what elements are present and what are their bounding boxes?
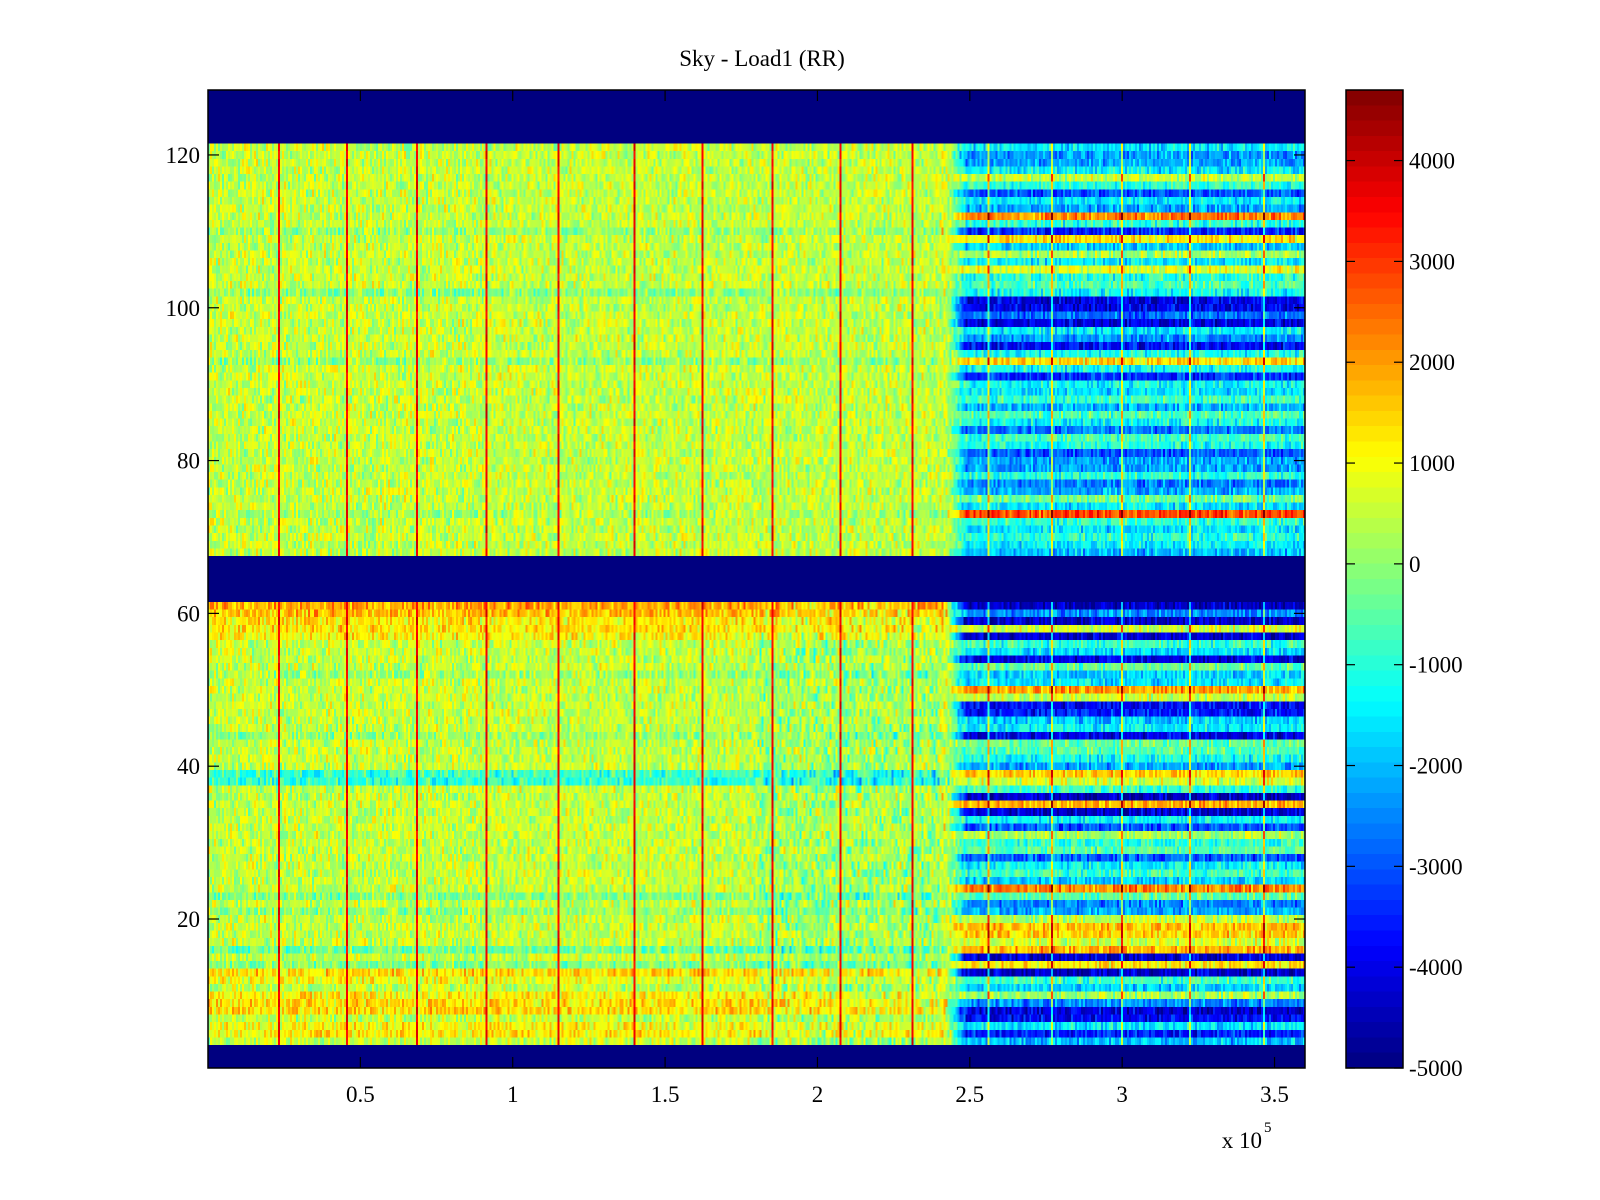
plot-frame: [207, 89, 1306, 1069]
x-tick-label: 1: [507, 1082, 519, 1107]
y-tick-label: 40: [177, 754, 200, 779]
x-tick-label: 3: [1116, 1082, 1128, 1107]
colorbar-tick-label: 0: [1409, 552, 1421, 577]
colorbar-tick-label: 3000: [1409, 249, 1455, 274]
chart-title: Sky - Load1 (RR): [679, 46, 844, 71]
x-multiplier-exponent: 5: [1264, 1120, 1272, 1136]
colorbar-tick-label: -3000: [1409, 854, 1463, 879]
colorbar-image: [1346, 90, 1403, 1068]
x-axis: 0.5 1 1.5 2 2.5 3 3.5: [346, 90, 1289, 1107]
colorbar-tick-label: 2000: [1409, 350, 1455, 375]
colorbar-tick-label: -2000: [1409, 754, 1463, 779]
y-tick-label: 80: [177, 449, 200, 474]
heatmap-image: [208, 90, 1305, 1068]
colorbar-tick-label: 4000: [1409, 149, 1455, 174]
x-tick-label: 3.5: [1260, 1082, 1289, 1107]
colorbar-axis: 4000 3000 2000 1000 0 -1000 -2000 -3000 -4000 -50…: [1346, 149, 1463, 1081]
x-tick-label: 2.5: [955, 1082, 984, 1107]
y-tick-label: 20: [177, 907, 200, 932]
x-tick-label: 0.5: [346, 1082, 375, 1107]
y-axis: 20 40 60 80 100 120: [166, 143, 1305, 932]
colorbar-tick-label: -4000: [1409, 955, 1463, 980]
y-tick-label: 120: [166, 143, 201, 168]
x-multiplier-label: x 10: [1222, 1128, 1262, 1153]
colorbar-tick-label: 1000: [1409, 451, 1455, 476]
x-tick-label: 1.5: [651, 1082, 680, 1107]
colorbar-frame: [1345, 89, 1404, 1069]
y-tick-label: 60: [177, 601, 200, 626]
y-tick-label: 100: [166, 296, 201, 321]
x-tick-label: 2: [812, 1082, 824, 1107]
colorbar-tick-label: -5000: [1409, 1056, 1463, 1081]
colorbar-tick-label: -1000: [1409, 653, 1463, 678]
